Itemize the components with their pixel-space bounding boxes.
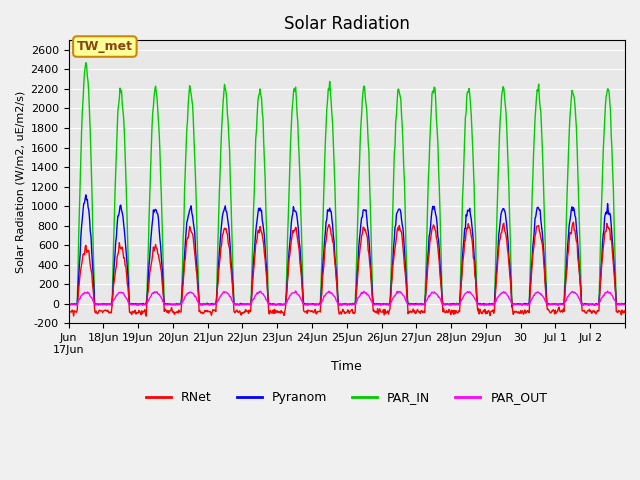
PAR_IN: [282, 289, 290, 295]
Pyranom: [260, 233, 268, 239]
PAR_IN: [131, 301, 139, 307]
Legend: RNet, Pyranom, PAR_IN, PAR_OUT: RNet, Pyranom, PAR_IN, PAR_OUT: [141, 386, 552, 409]
RNet: [570, 219, 577, 225]
Pyranom: [405, 301, 413, 307]
PAR_IN: [108, 303, 116, 309]
Pyranom: [82, 192, 90, 198]
RNet: [260, 251, 268, 257]
Pyranom: [233, 302, 241, 308]
PAR_OUT: [437, 297, 445, 303]
Line: PAR_IN: PAR_IN: [68, 63, 625, 306]
RNet: [130, 310, 138, 316]
RNet: [65, 308, 72, 314]
PAR_IN: [261, 176, 269, 181]
RNet: [142, 313, 150, 319]
PAR_OUT: [281, 301, 289, 307]
Pyranom: [436, 262, 444, 267]
PAR_OUT: [377, 302, 385, 308]
Pyranom: [282, 301, 289, 307]
RNet: [233, 307, 241, 313]
RNet: [436, 272, 444, 278]
RNet: [282, 305, 289, 311]
Pyranom: [508, 304, 516, 310]
Title: Solar Radiation: Solar Radiation: [284, 15, 410, 33]
Pyranom: [621, 301, 629, 307]
PAR_IN: [437, 239, 445, 245]
PAR_IN: [82, 60, 90, 66]
RNet: [405, 309, 413, 314]
PAR_OUT: [406, 302, 413, 308]
PAR_OUT: [130, 301, 138, 307]
PAR_OUT: [621, 302, 629, 308]
Pyranom: [65, 301, 72, 307]
PAR_IN: [65, 302, 72, 308]
Y-axis label: Solar Radiation (W/m2, uE/m2/s): Solar Radiation (W/m2, uE/m2/s): [15, 91, 25, 273]
RNet: [621, 310, 629, 315]
PAR_OUT: [260, 292, 268, 298]
PAR_OUT: [65, 301, 72, 307]
Line: Pyranom: Pyranom: [68, 195, 625, 307]
PAR_OUT: [292, 288, 300, 294]
PAR_IN: [621, 300, 629, 306]
Line: PAR_OUT: PAR_OUT: [68, 291, 625, 305]
X-axis label: Time: Time: [332, 360, 362, 373]
PAR_IN: [234, 302, 241, 308]
Line: RNet: RNet: [68, 222, 625, 316]
PAR_IN: [406, 302, 413, 308]
PAR_OUT: [232, 301, 240, 307]
Text: TW_met: TW_met: [77, 40, 133, 53]
Pyranom: [131, 301, 138, 307]
